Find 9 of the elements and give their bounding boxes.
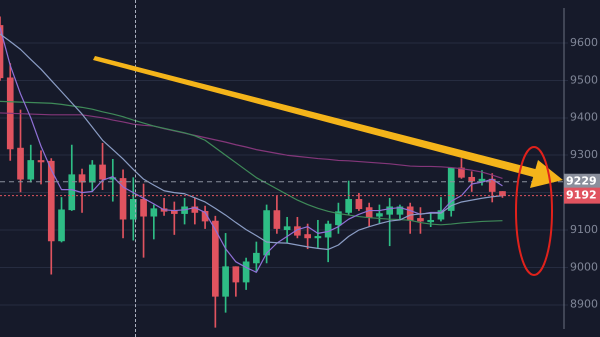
ref-line-label: 9229 [566, 174, 597, 188]
y-tick-label: 9100 [570, 222, 598, 236]
y-tick-label: 9300 [570, 148, 598, 162]
y-tick-label: 9400 [570, 110, 598, 124]
y-tick-label: 8900 [570, 298, 598, 311]
y-tick-label: 9000 [570, 260, 598, 274]
y-tick-label: 9500 [570, 73, 598, 86]
y-tick-label: 9600 [570, 36, 598, 49]
ref-line-label: 9192 [566, 188, 597, 202]
